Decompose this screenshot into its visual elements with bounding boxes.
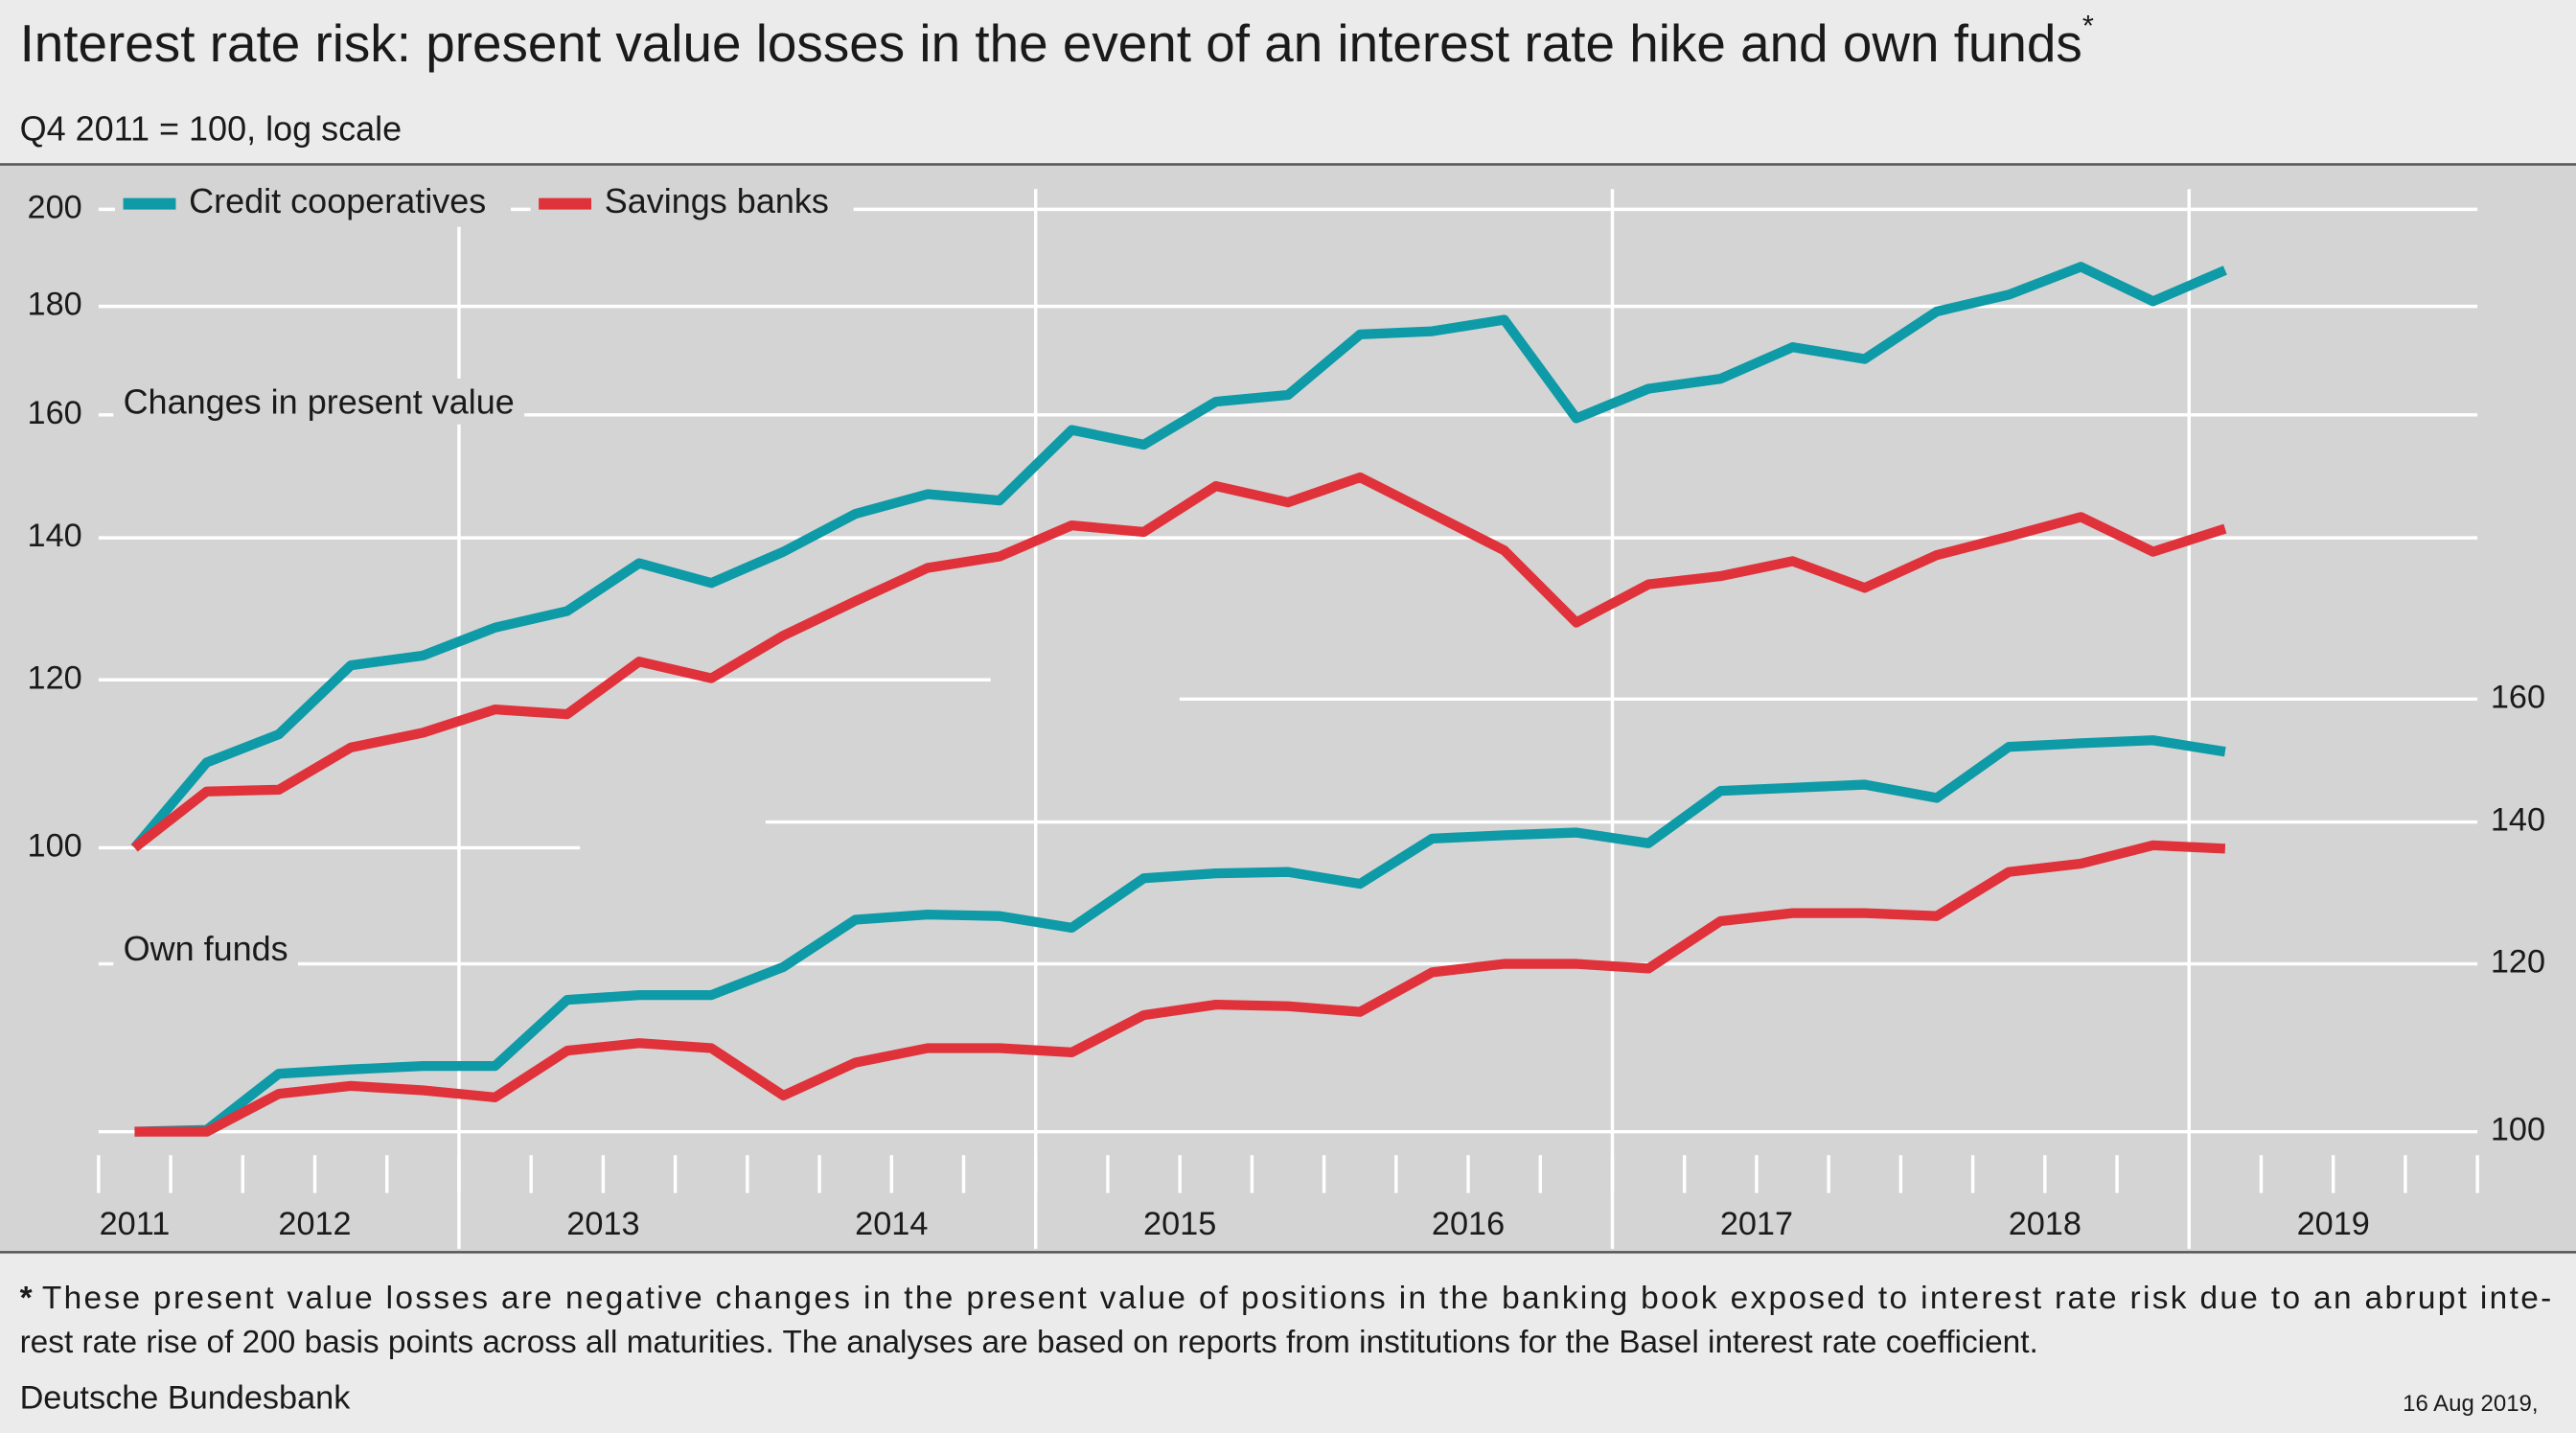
footnote-text: These present value losses are negative … xyxy=(42,1281,2551,1316)
y-tick-label: 180 xyxy=(28,287,82,323)
series-line xyxy=(134,840,2226,1137)
annotation: Changes in present value xyxy=(124,381,515,421)
marks xyxy=(130,262,2227,1137)
legend-label: Credit cooperatives xyxy=(189,181,486,220)
footnote-line: * These present value losses are negative… xyxy=(20,1281,2552,1316)
y2-tick-label: 160 xyxy=(2491,679,2545,715)
legend: Credit cooperatives Savings banks xyxy=(115,180,854,227)
x-tick-label: 2013 xyxy=(566,1206,639,1242)
title-text: Interest rate risk: present value losses… xyxy=(20,13,2082,73)
footnote-marker: * xyxy=(20,1281,33,1316)
series-line xyxy=(130,262,2227,851)
x-tick-label: 2011 xyxy=(100,1206,171,1242)
y2-tick-label: 120 xyxy=(2491,944,2545,981)
legend-label: Savings banks xyxy=(605,181,829,220)
source: Deutsche Bundesbank xyxy=(20,1380,352,1417)
series-line xyxy=(131,472,2227,852)
y-tick-label: 120 xyxy=(28,659,82,696)
legend-background xyxy=(115,180,512,227)
y2-tick-label: 100 xyxy=(2491,1112,2545,1148)
x-tick-label: 2015 xyxy=(1143,1206,1216,1242)
header-background xyxy=(0,0,2576,165)
footnote-line: rest rate rise of 200 basis points acros… xyxy=(20,1325,2038,1360)
annotation: Own funds xyxy=(124,929,288,968)
series-line xyxy=(134,735,2226,1137)
x-tick-label: 2019 xyxy=(2297,1206,2370,1242)
x-tick-label: 2016 xyxy=(1432,1206,1505,1242)
x-tick-label: 2018 xyxy=(2009,1206,2082,1242)
chart-title: Interest rate risk: present value losses… xyxy=(20,9,2094,73)
y-tick-label: 140 xyxy=(28,518,82,554)
date: 16 Aug 2019, xyxy=(2403,1391,2538,1417)
overlay: 2011 2012 2013 2014 2015 2016 2017 2018 2019 100 1… xyxy=(28,189,2545,1242)
title-marker: * xyxy=(2082,9,2094,42)
y-tick-label: 100 xyxy=(28,827,82,864)
y-tick-label: 200 xyxy=(28,189,82,225)
subtitle: Q4 2011 = 100, log scale xyxy=(20,109,402,149)
annotation-background xyxy=(113,378,525,425)
y2-tick-label: 140 xyxy=(2491,802,2545,839)
x-tick-label: 2012 xyxy=(278,1206,351,1242)
y-tick-label: 160 xyxy=(28,395,82,431)
x-tick-label: 2017 xyxy=(1720,1206,1793,1242)
x-tick-label: 2014 xyxy=(855,1206,928,1242)
grid xyxy=(97,189,2479,1249)
annotation-background xyxy=(113,925,298,972)
